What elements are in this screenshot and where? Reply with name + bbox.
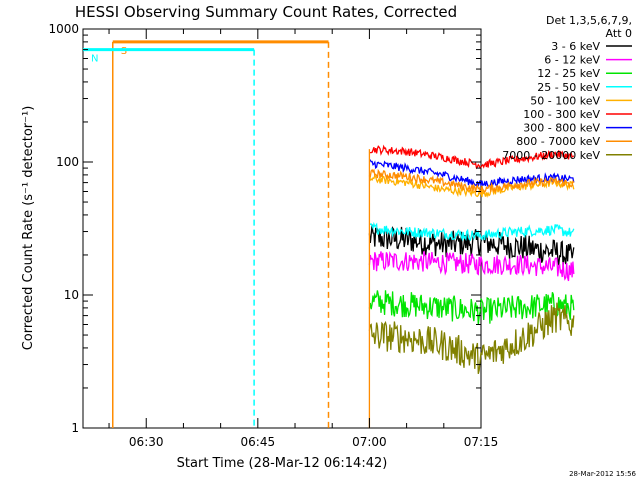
legend-title-line2: Att 0 xyxy=(606,27,632,40)
x-tick-label: 07:00 xyxy=(352,435,387,449)
saa-label: S xyxy=(121,46,127,57)
legend-title-line1: Det 1,3,5,6,7,9, xyxy=(546,14,632,27)
series-line xyxy=(368,168,575,194)
x-tick-label: 07:15 xyxy=(464,435,499,449)
legend-label: 12 - 25 keV xyxy=(537,67,600,80)
legend-label: 50 - 100 keV xyxy=(530,94,600,107)
x-axis-label: Start Time (28-Mar-12 06:14:42) xyxy=(177,456,388,471)
legend-label: 300 - 800 keV xyxy=(523,122,600,135)
timestamp: 28-Mar-2012 15:56 xyxy=(569,470,636,478)
y-tick-label: 100 xyxy=(56,155,79,169)
x-tick-label: 06:45 xyxy=(241,435,276,449)
legend-label: 100 - 300 keV xyxy=(523,108,600,121)
legend-label: 800 - 7000 keV xyxy=(516,135,600,148)
plot-frame xyxy=(82,28,482,429)
y-tick-label: 1 xyxy=(71,421,79,435)
series-line xyxy=(368,250,575,282)
legend-label: 7000 - 20000 keV xyxy=(502,149,600,162)
legend-label: 6 - 12 keV xyxy=(544,54,600,67)
series-line xyxy=(369,159,575,188)
series-line xyxy=(368,221,575,242)
legend-label: 3 - 6 keV xyxy=(551,40,600,53)
y-axis-label: Corrected Count Rate (s⁻¹ detector⁻¹) xyxy=(21,106,36,351)
series-line xyxy=(368,290,575,325)
series-line xyxy=(368,302,575,375)
x-tick-label: 06:30 xyxy=(129,435,164,449)
y-tick-label: 1000 xyxy=(48,22,79,36)
legend-label: 25 - 50 keV xyxy=(537,81,600,94)
series-line xyxy=(368,173,575,198)
night-label: N xyxy=(91,54,98,65)
y-tick-label: 10 xyxy=(64,288,79,302)
chart-title: HESSI Observing Summary Count Rates, Cor… xyxy=(75,3,457,21)
